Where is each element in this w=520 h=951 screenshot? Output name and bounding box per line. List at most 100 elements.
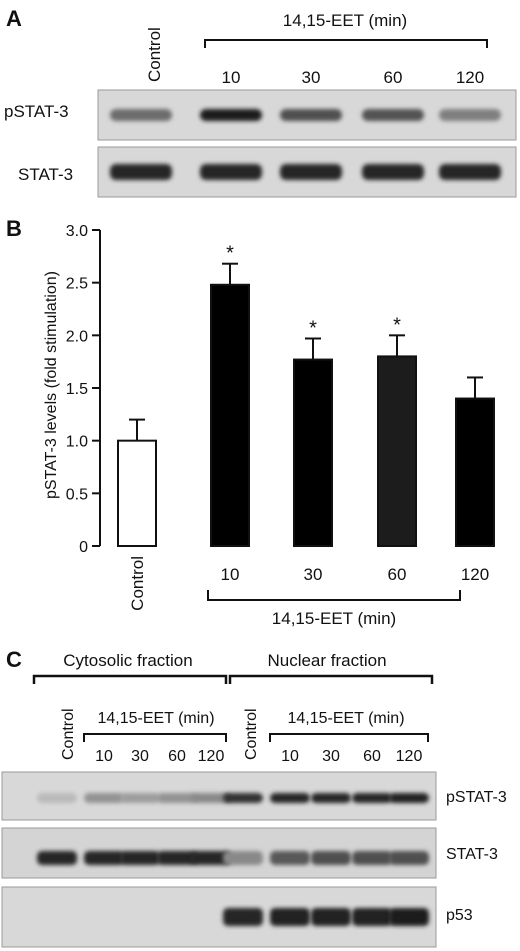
- panel-a-row-label-pstat3: pSTAT-3: [4, 102, 69, 121]
- panel-c-band: [352, 793, 392, 803]
- panel-c-band: [270, 908, 310, 926]
- panel-c-time-label: 120: [396, 748, 423, 765]
- panel-c-band: [120, 793, 160, 803]
- panel-a-time-label: 60: [384, 68, 403, 87]
- panel-a-band: [200, 164, 262, 180]
- panel-c-row-label-pstat3: pSTAT-3: [446, 789, 507, 806]
- panel-a-bands: [110, 109, 501, 180]
- panel-a-band: [110, 164, 172, 180]
- panel-c-band: [389, 908, 429, 926]
- panel-b-y-tick-label: 0.5: [66, 486, 88, 503]
- panel-c-time-labels: 10 10 30 30 60 60 120 120: [95, 748, 422, 765]
- panel-b-xlabel: 14,15-EET (min): [272, 609, 396, 628]
- panel-a-time-label: 30: [302, 68, 321, 87]
- panel-c-cytosolic-label: Cytosolic fraction: [63, 651, 192, 670]
- panel-b-bar: [293, 358, 333, 547]
- panel-c-band: [37, 793, 77, 803]
- panel-c-time-label: 10: [95, 748, 113, 765]
- panel-b-x-tick-label: Control: [128, 556, 147, 611]
- panel-c-band: [223, 851, 263, 865]
- panel-b-x-tick-label: 120: [461, 565, 489, 584]
- panel-a-time-label: 10: [222, 68, 241, 87]
- panel-c-time-label: 60: [363, 748, 381, 765]
- panel-c-treatment-bracket-nuclear: [269, 733, 429, 742]
- panel-a-treatment-bracket: [204, 39, 488, 48]
- panel-c-nuclear-label: Nuclear fraction: [267, 651, 386, 670]
- panel-c-band: [223, 908, 263, 926]
- panel-c-band: [389, 851, 429, 865]
- panel-a-band: [200, 109, 262, 121]
- panel-c-band: [352, 851, 392, 865]
- panel-a-band: [280, 164, 342, 180]
- panel-c-bands: [37, 793, 429, 926]
- panel-c-band: [311, 908, 351, 926]
- panel-c-cytosolic-bracket: [32, 674, 228, 684]
- panel-c-control-label-cytosolic: Control: [60, 708, 77, 760]
- panel-b-treatment-bracket: [207, 590, 461, 601]
- panel-a-band: [110, 109, 172, 121]
- panel-c-treatment-bracket-cytosolic: [83, 733, 227, 742]
- panel-c-time-label: 60: [168, 748, 186, 765]
- panel-c-band: [84, 851, 124, 865]
- panel-c-nuclear-bracket: [228, 674, 434, 684]
- panel-b-y-tick-label: 1.5: [66, 381, 88, 398]
- panel-a-control-label: Control: [145, 27, 164, 82]
- panel-c-band: [120, 851, 160, 865]
- panel-a-letter: A: [6, 6, 22, 31]
- panel-b-significance-mark: *: [226, 243, 234, 265]
- panel-b-bars: * * *: [117, 243, 495, 547]
- panel-a-band: [439, 164, 501, 180]
- panel-c-band: [37, 851, 77, 865]
- panel-b-x-tick-label: 30: [304, 565, 323, 584]
- panel-c-treatment-label-cytosolic: 14,15-EET (min): [97, 710, 214, 727]
- panel-b-y-tick-label: 1.0: [66, 434, 88, 451]
- panel-b-significance-mark: *: [309, 317, 317, 339]
- panel-c-time-label: 30: [322, 748, 340, 765]
- panel-a-treatment-label: 14,15-EET (min): [283, 11, 407, 30]
- panel-c-treatment-label-nuclear: 14,15-EET (min): [287, 710, 404, 727]
- panel-c-row-label-stat3: STAT-3: [446, 846, 498, 863]
- panel-b-x-tick-label: 60: [388, 565, 407, 584]
- panel-b-x-tick-label: 10: [221, 565, 240, 584]
- panel-b-bar: [377, 355, 417, 547]
- panel-c-band: [270, 793, 310, 803]
- panel-c: C Cytosolic fraction Nuclear fraction Co…: [1, 647, 507, 948]
- panel-c-band: [389, 793, 429, 803]
- panel-c-band: [157, 851, 197, 865]
- panel-b-bar: [117, 439, 157, 547]
- panel-a-time-label: 120: [456, 68, 484, 87]
- panel-b-y-tick-label: 2.5: [66, 276, 88, 293]
- panel-c-band: [352, 908, 392, 926]
- panel-a-band: [362, 164, 424, 180]
- panel-b: B pSTAT-3 levels (fold stimulation) 0 0.5…: [6, 216, 495, 628]
- panel-b-x-tick-labels: Control 10 30 60 120: [128, 556, 489, 611]
- panel-c-band: [191, 851, 231, 865]
- panel-b-ylabel: pSTAT-3 levels (fold stimulation): [43, 271, 60, 499]
- panel-b-y-tick-label: 3.0: [66, 223, 88, 240]
- panel-a-band: [362, 109, 424, 121]
- panel-b-significance-mark: *: [393, 314, 401, 336]
- panel-b-y-tick-label: 2.0: [66, 328, 88, 345]
- panel-a-row-label-stat3: STAT-3: [18, 165, 73, 184]
- panel-a-band: [439, 109, 501, 121]
- panel-c-time-label: 120: [198, 748, 225, 765]
- panel-c-band: [270, 851, 310, 865]
- panel-c-band: [84, 793, 124, 803]
- panel-b-letter: B: [6, 216, 22, 241]
- panel-c-time-label: 30: [131, 748, 149, 765]
- panel-c-row-label-p53: p53: [446, 907, 473, 924]
- panel-c-band: [223, 793, 263, 803]
- panel-a: A Control 14,15-EET (min) 10 30 60 120 pSTA…: [4, 6, 517, 198]
- panel-c-band: [311, 793, 351, 803]
- panel-c-control-label-nuclear: Control: [243, 708, 260, 760]
- panel-a-band: [280, 109, 342, 121]
- panel-c-time-label: 10: [281, 748, 299, 765]
- panel-c-band: [157, 793, 197, 803]
- panel-b-axes: 0 0.5 1.0 1.5 2.0 2.5 3.0: [66, 223, 101, 556]
- panel-a-time-labels: 10 30 60 120: [222, 68, 485, 87]
- panel-c-band: [191, 793, 231, 803]
- panel-b-bar: [210, 283, 250, 547]
- panel-b-bar: [455, 397, 495, 547]
- panel-c-letter: C: [6, 647, 22, 672]
